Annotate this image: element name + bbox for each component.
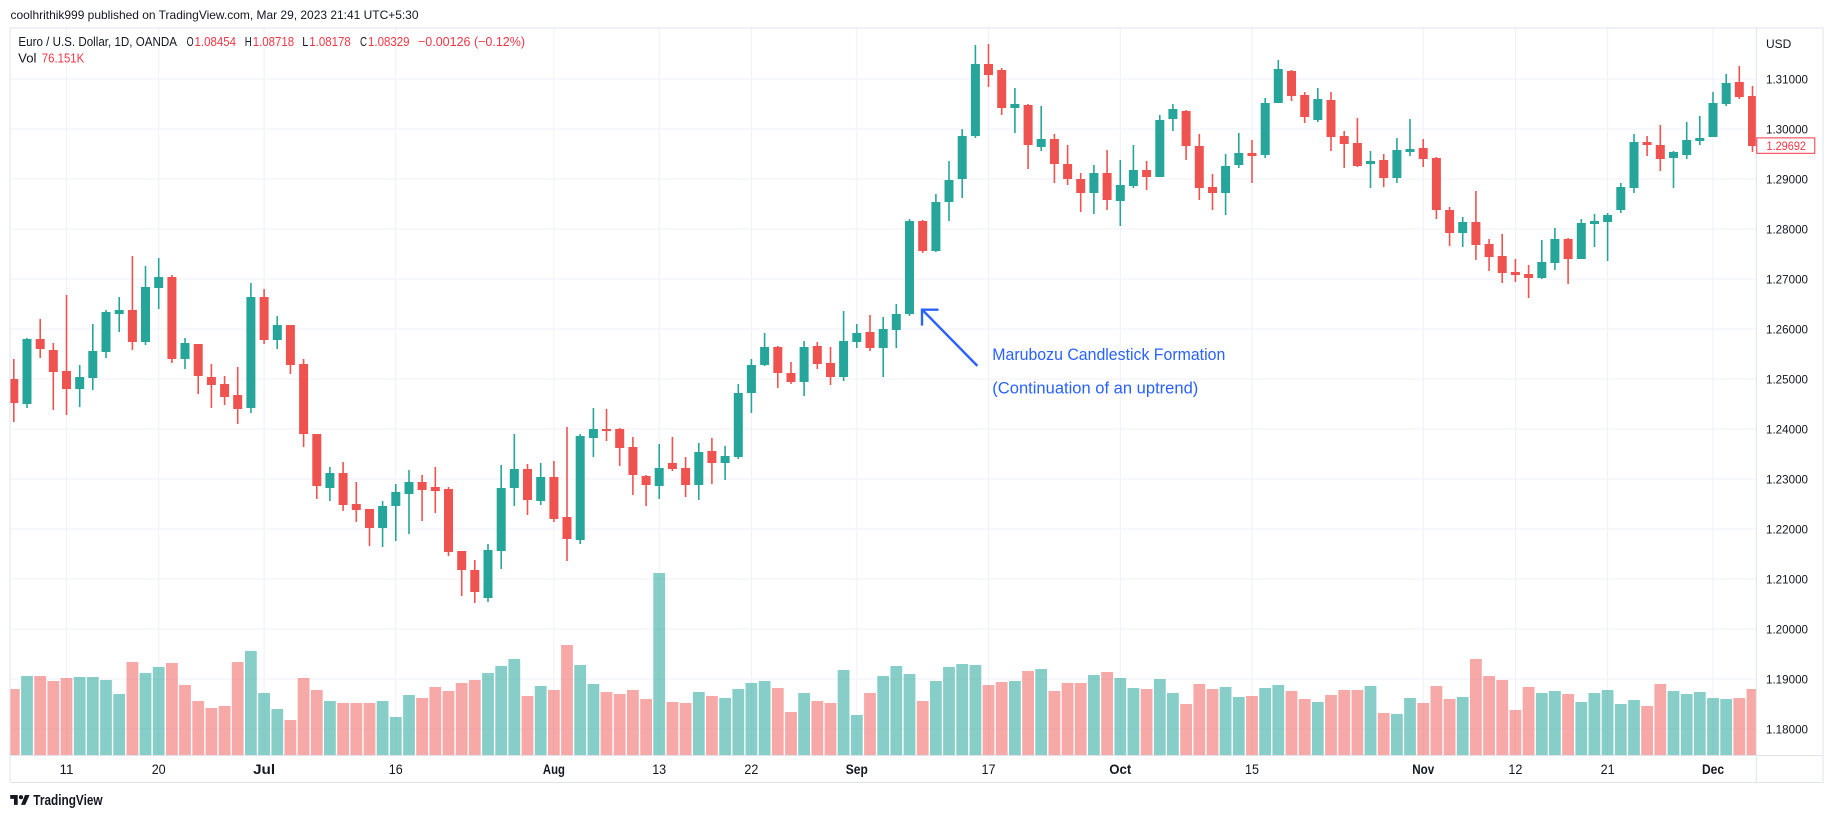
svg-text:Vol: Vol <box>18 51 36 66</box>
svg-text:1.21000: 1.21000 <box>1766 572 1808 586</box>
svg-text:1.25000: 1.25000 <box>1766 372 1808 386</box>
svg-text:Jul: Jul <box>253 762 275 777</box>
svg-text:Marubozu Candlestick Formation: Marubozu Candlestick Formation <box>992 345 1225 364</box>
svg-text:TradingView: TradingView <box>33 792 103 809</box>
svg-text:1.08178: 1.08178 <box>309 34 351 49</box>
svg-text:Dec: Dec <box>1702 762 1724 777</box>
svg-text:15: 15 <box>1245 761 1259 777</box>
svg-text:Oct: Oct <box>1109 762 1131 777</box>
svg-text:12: 12 <box>1508 761 1522 777</box>
svg-text:O: O <box>187 34 194 49</box>
svg-text:21: 21 <box>1601 761 1615 777</box>
svg-text:1.29692: 1.29692 <box>1767 139 1807 153</box>
svg-text:C: C <box>360 34 367 49</box>
svg-text:1.28000: 1.28000 <box>1766 222 1808 236</box>
svg-text:Euro / U.S. Dollar, 1D, OANDA: Euro / U.S. Dollar, 1D, OANDA <box>18 34 177 49</box>
svg-text:1.24000: 1.24000 <box>1766 422 1808 436</box>
svg-text:H: H <box>245 34 252 49</box>
svg-text:17: 17 <box>982 761 996 777</box>
svg-text:1.18000: 1.18000 <box>1766 722 1808 736</box>
svg-text:13: 13 <box>652 761 666 777</box>
svg-text:1.30000: 1.30000 <box>1766 122 1808 136</box>
svg-text:1.27000: 1.27000 <box>1766 272 1808 286</box>
svg-text:1.26000: 1.26000 <box>1766 322 1808 336</box>
svg-text:1.22000: 1.22000 <box>1766 522 1808 536</box>
svg-text:Nov: Nov <box>1412 762 1434 777</box>
svg-text:1.20000: 1.20000 <box>1766 622 1808 636</box>
svg-text:Aug: Aug <box>543 762 565 777</box>
svg-text:1.08329: 1.08329 <box>368 34 410 49</box>
svg-text:−0.00126 (−0.12%): −0.00126 (−0.12%) <box>418 34 525 49</box>
svg-text:1.29000: 1.29000 <box>1766 172 1808 186</box>
svg-text:20: 20 <box>152 761 166 777</box>
svg-text:Sep: Sep <box>846 762 868 777</box>
svg-text:1.31000: 1.31000 <box>1766 72 1808 86</box>
svg-text:1.23000: 1.23000 <box>1766 472 1808 486</box>
svg-text:1.19000: 1.19000 <box>1766 672 1808 686</box>
svg-text:76.151K: 76.151K <box>42 51 85 66</box>
svg-text:USD: USD <box>1766 37 1792 51</box>
svg-text:1.08718: 1.08718 <box>253 34 295 49</box>
svg-text:22: 22 <box>744 761 758 777</box>
svg-text:16: 16 <box>389 761 403 777</box>
svg-text:L: L <box>302 34 308 49</box>
svg-text:coolhrithik999 published on Tr: coolhrithik999 published on TradingView.… <box>11 8 419 22</box>
svg-text:1.08454: 1.08454 <box>195 34 237 49</box>
svg-text:11: 11 <box>60 761 74 777</box>
svg-text:(Continuation of an uptrend): (Continuation of an uptrend) <box>992 379 1198 398</box>
